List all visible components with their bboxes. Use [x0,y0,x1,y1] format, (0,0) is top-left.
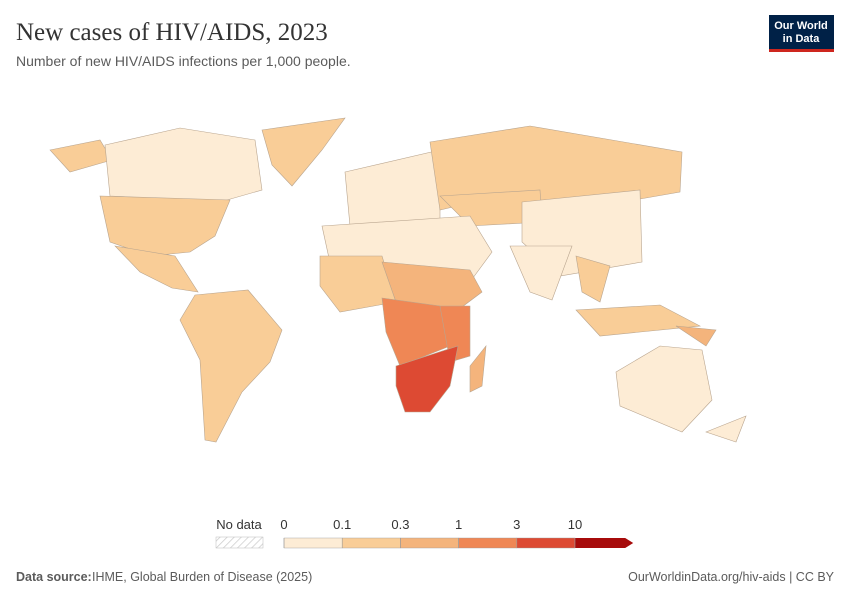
logo: Our World in Data [769,15,834,52]
country [705,415,747,443]
country [575,304,702,337]
legend-tick-label: 0 [280,517,287,532]
country [575,255,611,303]
legend-tick-label: 0.3 [391,517,409,532]
country [675,325,717,347]
legend-tick-label: 10 [568,517,582,532]
subtitle: Number of new HIV/AIDS infections per 1,… [16,53,351,69]
source-label: Data source: [16,570,92,584]
no-data-swatch [215,536,264,549]
legend-swatch [342,537,401,549]
map [49,117,747,443]
country [395,345,459,413]
logo-box [769,15,834,49]
legend-swatch [400,537,459,549]
logo-text: Our World [774,20,828,32]
legend-tick-label: 1 [455,517,462,532]
country [49,139,113,173]
url: OurWorldinData.org/hiv-aids | CC BY [628,570,835,584]
country [114,245,199,293]
country [439,305,471,363]
country [615,345,713,433]
legend-tick-label: 0.1 [333,517,351,532]
legend-swatch [283,537,343,549]
legend-swatch [458,537,518,549]
country [469,345,487,393]
country [99,195,231,257]
country [261,117,346,187]
title: New cases of HIV/AIDS, 2023 [16,19,328,46]
country [319,255,397,313]
legend-swatch [516,537,576,549]
country [344,149,441,227]
country [509,245,573,301]
source: IHME, Global Burden of Disease (2025) [92,570,312,584]
legend: No data 0 0.1 0.3 1 3 10 [215,517,634,549]
country [104,127,263,203]
logo-text: in Data [783,33,821,45]
logo-bar [769,49,834,52]
legend-tick-label: 3 [513,517,520,532]
country [179,289,283,443]
country [381,297,461,367]
legend-swatch [575,538,634,548]
no-data-label: No data [216,517,262,532]
